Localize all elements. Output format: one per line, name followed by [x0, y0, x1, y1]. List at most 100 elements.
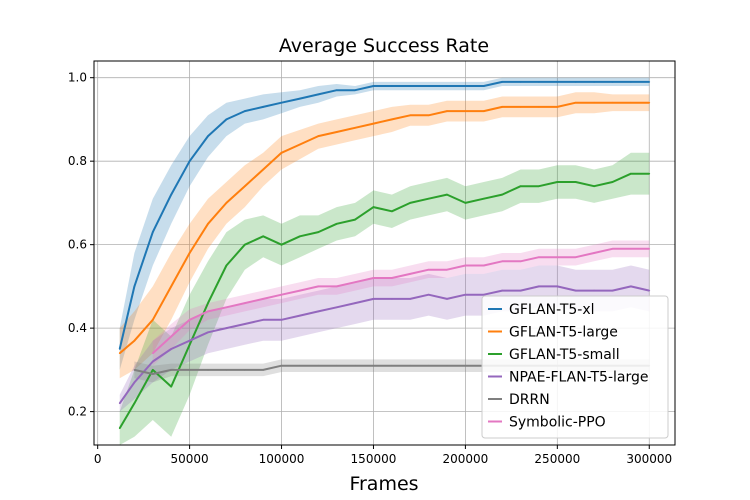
data-point — [483, 293, 485, 296]
data-point — [170, 348, 172, 350]
data-point — [593, 81, 595, 83]
data-point — [225, 118, 228, 121]
data-point — [207, 310, 209, 313]
data-point — [538, 185, 540, 187]
data-point — [574, 181, 577, 183]
data-point — [280, 319, 283, 321]
series-line-gflan-t5-xl — [118, 80, 650, 350]
data-point — [391, 298, 393, 300]
data-point — [464, 293, 467, 296]
data-point — [630, 248, 632, 250]
data-point — [611, 289, 614, 292]
data-point — [427, 114, 430, 117]
data-point — [225, 369, 228, 371]
data-point — [280, 364, 283, 367]
y-tick-label: 0.6 — [68, 238, 87, 252]
data-point — [611, 181, 614, 183]
data-point — [225, 327, 228, 329]
data-point — [648, 289, 651, 292]
data-point — [152, 352, 154, 355]
data-point — [262, 369, 265, 371]
data-point — [299, 364, 301, 367]
legend: GFLAN-T5-xl GFLAN-T5-large GFLAN-T5-small N… — [481, 295, 669, 439]
data-point — [133, 402, 136, 405]
data-point — [409, 298, 412, 300]
data-point — [574, 289, 577, 292]
legend-label: GFLAN-T5-xl — [509, 302, 595, 318]
data-point — [299, 143, 301, 146]
x-tick-label: 250000 — [534, 452, 580, 466]
series-line-gflan-t5-small — [118, 172, 650, 429]
data-point — [391, 210, 393, 213]
series-line-gflan-t5-large — [119, 101, 650, 354]
x-tick-label: 300000 — [626, 452, 672, 466]
data-point — [133, 369, 136, 371]
data-point — [280, 293, 283, 296]
data-point — [244, 110, 246, 112]
series-line-npae-flan-t5-large — [118, 285, 650, 404]
data-point — [280, 243, 283, 246]
data-point — [244, 323, 246, 325]
x-tick-label: 200000 — [442, 452, 488, 466]
data-point — [372, 277, 375, 279]
data-point — [354, 218, 356, 221]
data-point — [630, 101, 632, 104]
data-point — [391, 277, 393, 279]
data-point — [207, 302, 209, 304]
data-point — [188, 339, 191, 342]
data-point — [648, 101, 651, 104]
band-gflan-t5-large — [119, 92, 650, 379]
data-point — [391, 118, 393, 121]
x-tick-label: 150000 — [351, 452, 397, 466]
data-point — [299, 289, 301, 292]
data-point — [207, 369, 209, 371]
data-point — [335, 306, 338, 309]
data-point — [152, 231, 154, 233]
data-point — [519, 106, 522, 108]
data-point — [409, 85, 412, 87]
data-point — [354, 89, 356, 91]
data-point — [317, 93, 320, 96]
data-point — [538, 81, 540, 83]
y-tick-label: 0.4 — [68, 321, 87, 335]
data-point — [262, 235, 265, 238]
series-lines — [118, 80, 651, 430]
data-point — [611, 248, 614, 250]
data-point — [501, 106, 504, 108]
data-point — [556, 285, 559, 288]
data-point — [427, 85, 430, 87]
data-point — [152, 369, 154, 371]
data-point — [593, 289, 595, 292]
legend-label: NPAE-FLAN-T5-large — [509, 370, 648, 386]
data-point — [317, 135, 320, 137]
data-point — [335, 364, 338, 367]
x-tick-label: 100000 — [259, 452, 305, 466]
data-point — [446, 298, 448, 300]
data-point — [593, 252, 595, 254]
data-point — [188, 160, 191, 162]
data-point — [133, 381, 136, 384]
data-point — [409, 273, 412, 275]
data-point — [519, 81, 522, 83]
data-point — [519, 260, 522, 263]
data-point — [280, 101, 283, 104]
data-point — [483, 110, 485, 112]
data-point — [317, 231, 320, 233]
legend-box — [481, 295, 669, 439]
data-point — [538, 285, 540, 288]
data-point — [262, 168, 265, 171]
data-point — [262, 106, 265, 108]
data-point — [409, 364, 412, 367]
y-tick-label: 0.2 — [68, 405, 87, 419]
data-point — [427, 293, 430, 296]
data-point — [133, 285, 136, 288]
data-point — [483, 264, 485, 267]
x-axis-label: Frames — [349, 473, 418, 495]
data-point — [188, 344, 191, 346]
data-point — [188, 252, 191, 254]
data-point — [556, 106, 559, 108]
data-point — [335, 285, 338, 288]
x-tick-label: 0 — [94, 452, 102, 466]
data-point — [446, 110, 448, 112]
